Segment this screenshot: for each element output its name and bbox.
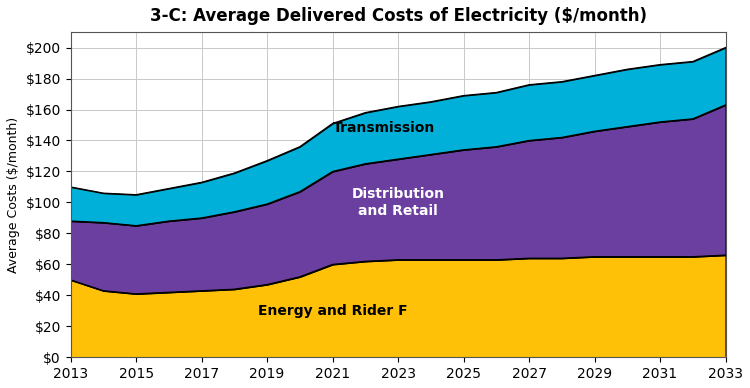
Title: 3-C: Average Delivered Costs of Electricity ($/month): 3-C: Average Delivered Costs of Electric… <box>149 7 646 25</box>
Y-axis label: Average Costs ($/month): Average Costs ($/month) <box>7 117 20 273</box>
Text: Energy and Rider F: Energy and Rider F <box>258 304 407 318</box>
Text: Transmission: Transmission <box>332 121 435 135</box>
Text: Distribution
and Retail: Distribution and Retail <box>352 187 445 218</box>
